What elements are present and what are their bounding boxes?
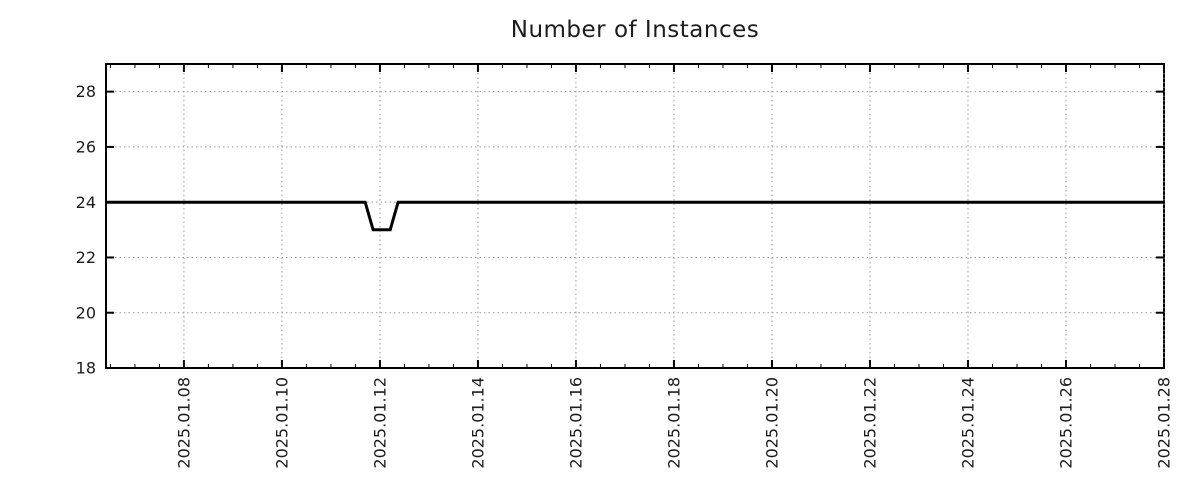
plot-border: [105, 63, 1165, 369]
svg-text:20: 20: [76, 303, 96, 322]
svg-text:2025.01.10: 2025.01.10: [273, 377, 292, 469]
series-line-instances: [106, 200, 1164, 232]
axis-ticks: [106, 64, 1165, 369]
gridlines: [106, 64, 1165, 368]
svg-text:2025.01.16: 2025.01.16: [567, 377, 586, 469]
svg-text:18: 18: [76, 359, 96, 378]
x-tick-labels: 2025.01.08 2025.01.10 2025.01.12 2025.01.14…: [175, 377, 1174, 469]
svg-text:2025.01.26: 2025.01.26: [1057, 377, 1076, 469]
svg-text:24: 24: [76, 193, 96, 212]
svg-text:2025.01.22: 2025.01.22: [861, 377, 880, 469]
svg-text:26: 26: [76, 138, 96, 157]
svg-text:2025.01.28: 2025.01.28: [1155, 377, 1174, 469]
svg-text:2025.01.20: 2025.01.20: [763, 377, 782, 469]
svg-text:2025.01.18: 2025.01.18: [665, 377, 684, 469]
svg-text:2025.01.24: 2025.01.24: [959, 377, 978, 469]
svg-text:2025.01.12: 2025.01.12: [371, 377, 390, 469]
y-tick-labels: 18 20 22 24 26 28: [76, 82, 96, 377]
svg-text:2025.01.14: 2025.01.14: [469, 377, 488, 469]
chart-title: Number of Instances: [510, 17, 760, 43]
svg-text:2025.01.08: 2025.01.08: [175, 377, 194, 469]
svg-text:28: 28: [76, 82, 96, 101]
svg-text:22: 22: [76, 248, 96, 267]
